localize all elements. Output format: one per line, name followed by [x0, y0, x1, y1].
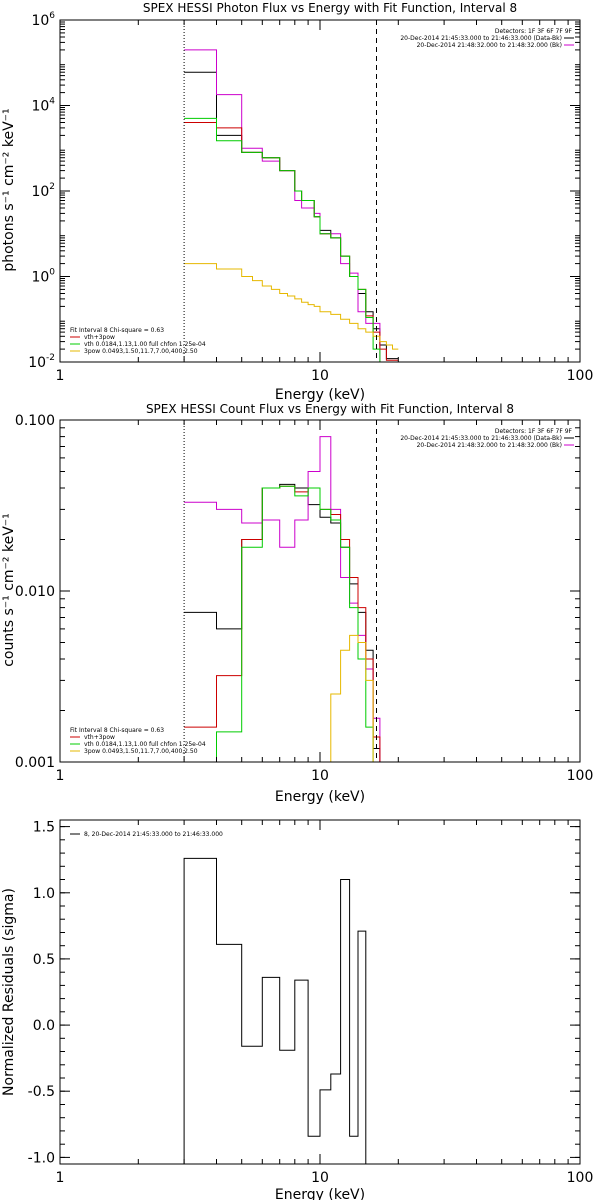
- y-tick-label: 0.001: [15, 755, 55, 771]
- x-tick-label: 1: [56, 1170, 65, 1186]
- x-tick-label: 100: [567, 368, 594, 384]
- y-tick-label: -1.0: [28, 1150, 55, 1166]
- legend-text: 20-Dec-2014 21:48:32.000 to 21:48:32.000…: [417, 442, 562, 449]
- y-tick-label: 10-2: [28, 353, 55, 371]
- y-ticks: 0.001 0.010 0.100: [15, 413, 580, 771]
- x-axis-label: Energy (keV): [275, 387, 365, 403]
- y-axis-label: counts s⁻¹ cm⁻² keV⁻¹: [1, 513, 17, 667]
- series-line-1: [184, 49, 399, 363]
- legend-text: vth+3pow: [84, 334, 115, 341]
- legend-left: Fit Interval 8 Chi-square = 0.63vth+3pow…: [70, 727, 206, 755]
- legend-right: 20-Dec-2014 21:45:33.000 to 21:46:33.000…: [400, 435, 574, 449]
- series-group: [184, 49, 399, 363]
- y-tick-label: 1.0: [33, 886, 55, 902]
- y-ticks: 10-2 100 102 104 106: [28, 11, 580, 371]
- x-tick-label: 10: [311, 1170, 329, 1186]
- y-tick-label: 1.5: [33, 820, 55, 836]
- x-tick-label: 1: [56, 768, 65, 784]
- y-tick-label: -0.5: [28, 1084, 55, 1100]
- marker-lines: [183, 420, 377, 762]
- residuals-panel: 1 10 100 -1.0 -0.5 0.0 0.5 1.0 1.5 Energy (keV)…: [1, 819, 594, 1200]
- legend-text: 3pow 0.0493,1.50,11.7,7.00,400,2.50: [84, 748, 198, 755]
- photon-flux-panel: SPEX HESSI Photon Flux vs Energy with Fi…: [1, 1, 593, 403]
- y-tick-label: 0.5: [33, 952, 55, 968]
- series-group: [183, 857, 377, 1165]
- x-tick-label: 100: [567, 768, 594, 784]
- legend-text: 20-Dec-2014 21:45:33.000 to 21:46:33.000…: [400, 435, 562, 442]
- x-axis-label: Energy (keV): [275, 789, 365, 805]
- legend-text: 8, 20-Dec-2014 21:45:33.000 to 21:46:33.…: [84, 831, 223, 838]
- y-tick-label: 0.0: [33, 1018, 55, 1034]
- y-ticks: -1.0 -0.5 0.0 0.5 1.0 1.5: [28, 820, 580, 1166]
- count-flux-panel: SPEX HESSI Count Flux vs Energy with Fit…: [1, 402, 593, 805]
- y-tick-label: 100: [31, 268, 55, 286]
- legend-text: Fit Interval 8 Chi-square = 0.63: [70, 327, 164, 334]
- series-group: [184, 436, 399, 763]
- y-axis-label: photons s⁻¹ cm⁻² keV⁻¹: [1, 108, 17, 271]
- x-axis-label: Energy (keV): [275, 1187, 365, 1200]
- x-tick-label: 10: [311, 368, 329, 384]
- series-line-2: [184, 122, 399, 361]
- legend-text: vth 0.0184,1.13,1.00 full chfon 1.25e-04: [84, 341, 206, 348]
- x-ticks: 1 10 100: [56, 820, 594, 1186]
- chart-title: SPEX HESSI Photon Flux vs Energy with Fi…: [143, 1, 517, 15]
- x-tick-label: 10: [311, 768, 329, 784]
- series-line-4: [184, 263, 399, 350]
- marker-lines: [183, 20, 377, 362]
- legend-left: Fit Interval 8 Chi-square = 0.63vth+3pow…: [70, 327, 206, 355]
- legend-text: vth+3pow: [84, 734, 115, 741]
- detectors-label: Detectors: 1F 3F 6F 7F 9F: [495, 428, 573, 435]
- legend-text: vth 0.0184,1.13,1.00 full chfon 1.25e-04: [84, 741, 206, 748]
- y-tick-label: 102: [31, 182, 55, 200]
- x-ticks: 1 10 100: [56, 420, 594, 784]
- y-axis-label: Normalized Residuals (sigma): [1, 888, 17, 1096]
- legend-right: 20-Dec-2014 21:45:33.000 to 21:46:33.000…: [400, 35, 574, 49]
- series-line-0: [183, 857, 377, 1165]
- legend-text: Fit Interval 8 Chi-square = 0.63: [70, 727, 164, 734]
- series-line-3: [184, 117, 399, 363]
- legend-text: 20-Dec-2014 21:48:32.000 to 21:48:32.000…: [417, 42, 562, 49]
- legend-text: 20-Dec-2014 21:45:33.000 to 21:46:33.000…: [400, 35, 562, 42]
- x-tick-label: 1: [56, 368, 65, 384]
- y-tick-label: 104: [31, 97, 55, 115]
- y-tick-label: 0.100: [15, 413, 55, 429]
- x-tick-label: 100: [567, 1170, 594, 1186]
- detectors-label: Detectors: 1F 3F 6F 7F 9F: [495, 28, 573, 35]
- legend-text: 3pow 0.0493,1.50,11.7,7.00,400,2.50: [84, 348, 198, 355]
- y-tick-label: 106: [31, 11, 55, 29]
- x-ticks: 1 10 100: [56, 20, 594, 384]
- chart-title: SPEX HESSI Count Flux vs Energy with Fit…: [146, 402, 514, 416]
- legend-left: 8, 20-Dec-2014 21:45:33.000 to 21:46:33.…: [70, 831, 223, 838]
- y-tick-label: 0.010: [15, 584, 55, 600]
